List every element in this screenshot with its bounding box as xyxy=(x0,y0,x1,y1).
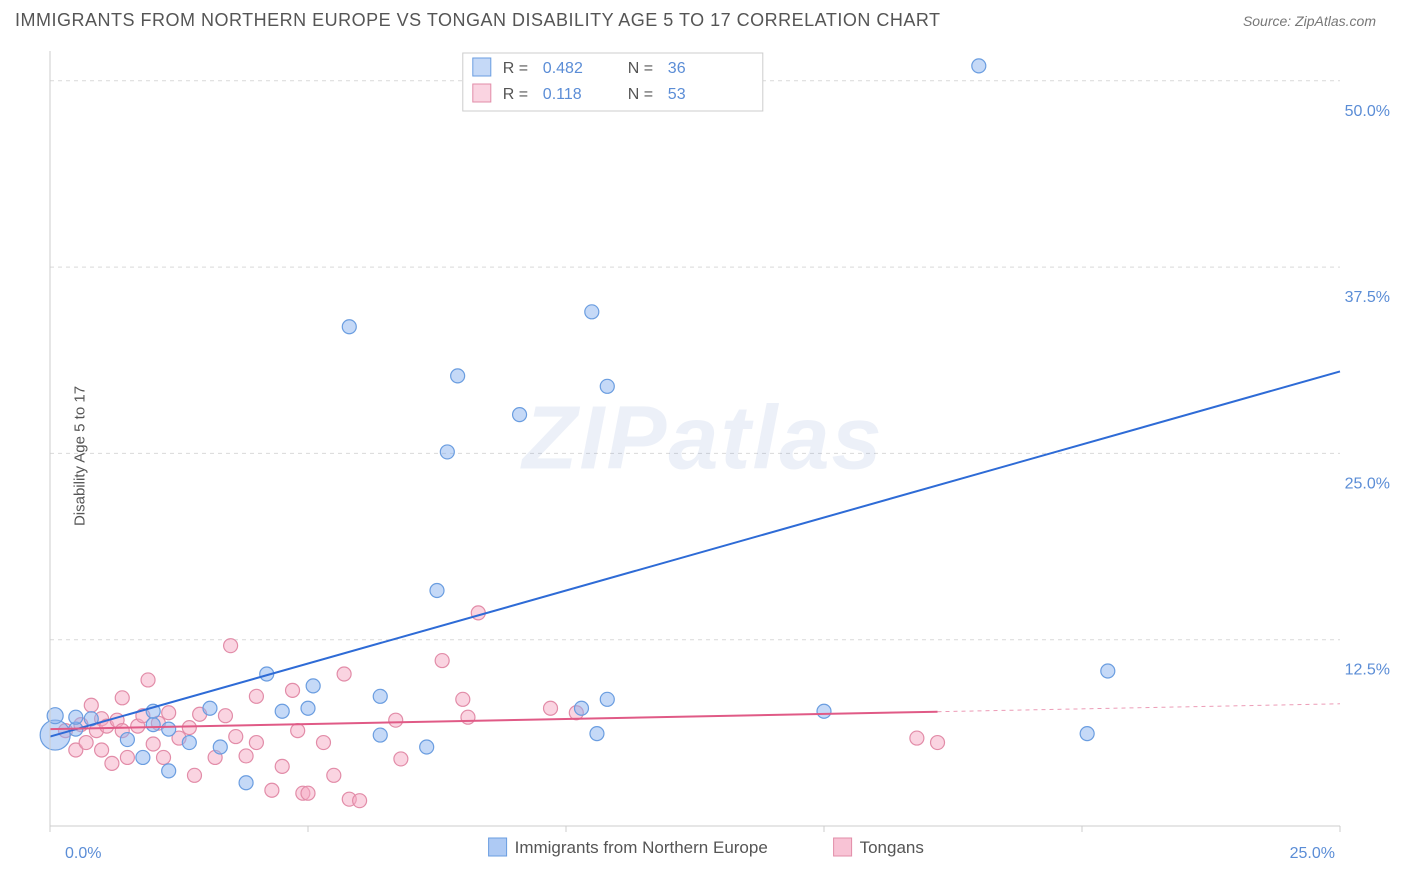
data-point xyxy=(306,679,320,693)
data-point xyxy=(249,689,263,703)
data-point xyxy=(544,701,558,715)
data-point xyxy=(162,764,176,778)
scatter-chart: 12.5% 25.0% 37.5% 50.0% 0.0% 25.0% R = 0.482 N =… xyxy=(0,36,1406,876)
svg-text:25.0%: 25.0% xyxy=(1345,475,1390,492)
data-point xyxy=(353,794,367,808)
data-point xyxy=(218,709,232,723)
data-point xyxy=(420,740,434,754)
data-point xyxy=(203,701,217,715)
data-point xyxy=(187,768,201,782)
legend-label: Tongans xyxy=(860,838,924,857)
chart-container: ZIPatlas Disability Age 5 to 17 12.5%25.… xyxy=(0,36,1406,876)
data-point xyxy=(136,750,150,764)
trend-line xyxy=(50,371,1340,736)
data-point xyxy=(229,730,243,744)
stat-r: 0.482 xyxy=(543,60,583,77)
data-point xyxy=(327,768,341,782)
data-point xyxy=(373,728,387,742)
data-point xyxy=(585,305,599,319)
data-point xyxy=(342,320,356,334)
data-point xyxy=(224,639,238,653)
data-point xyxy=(440,445,454,459)
data-point xyxy=(972,59,986,73)
data-point xyxy=(120,750,134,764)
y-axis-label: Disability Age 5 to 17 xyxy=(72,386,89,526)
data-point xyxy=(162,706,176,720)
data-point xyxy=(394,752,408,766)
data-point xyxy=(456,692,470,706)
data-point xyxy=(182,721,196,735)
data-point xyxy=(600,379,614,393)
legend-swatch xyxy=(489,838,507,856)
data-point xyxy=(600,692,614,706)
data-point xyxy=(910,731,924,745)
data-point xyxy=(451,369,465,383)
svg-text:N =: N = xyxy=(628,60,653,77)
data-point xyxy=(291,724,305,738)
data-point xyxy=(157,750,171,764)
data-point xyxy=(84,698,98,712)
data-point xyxy=(182,736,196,750)
data-point xyxy=(435,654,449,668)
data-point xyxy=(301,786,315,800)
svg-text:0.0%: 0.0% xyxy=(65,845,101,862)
data-point xyxy=(239,749,253,763)
svg-text:R =: R = xyxy=(503,86,528,103)
data-point xyxy=(146,718,160,732)
legend-swatch xyxy=(473,58,491,76)
data-point xyxy=(239,776,253,790)
data-point xyxy=(69,710,83,724)
legend-swatch xyxy=(834,838,852,856)
data-point xyxy=(373,689,387,703)
svg-text:50.0%: 50.0% xyxy=(1345,103,1390,120)
svg-text:25.0%: 25.0% xyxy=(1290,845,1335,862)
data-point xyxy=(79,736,93,750)
data-point xyxy=(213,740,227,754)
svg-text:N =: N = xyxy=(628,86,653,103)
data-point xyxy=(590,727,604,741)
data-point xyxy=(1101,664,1115,678)
stat-r: 0.118 xyxy=(543,86,582,103)
trend-line-extrapolated xyxy=(938,704,1340,712)
data-point xyxy=(513,408,527,422)
data-point xyxy=(461,710,475,724)
source-label: Source: ZipAtlas.com xyxy=(1243,13,1376,29)
legend-label: Immigrants from Northern Europe xyxy=(515,838,768,857)
data-point xyxy=(301,701,315,715)
data-point xyxy=(95,743,109,757)
data-point xyxy=(316,736,330,750)
svg-text:12.5%: 12.5% xyxy=(1345,662,1390,679)
data-point xyxy=(337,667,351,681)
data-point xyxy=(115,691,129,705)
data-point xyxy=(146,737,160,751)
data-point xyxy=(574,701,588,715)
data-point xyxy=(275,759,289,773)
data-point xyxy=(120,733,134,747)
legend-swatch xyxy=(473,84,491,102)
stat-n: 36 xyxy=(668,60,686,77)
chart-title: IMMIGRANTS FROM NORTHERN EUROPE VS TONGA… xyxy=(15,10,941,31)
data-point xyxy=(249,736,263,750)
data-point xyxy=(389,713,403,727)
header: IMMIGRANTS FROM NORTHERN EUROPE VS TONGA… xyxy=(0,0,1406,36)
data-point xyxy=(1080,727,1094,741)
data-point xyxy=(275,704,289,718)
stat-n: 53 xyxy=(668,86,686,103)
data-point xyxy=(265,783,279,797)
svg-text:R =: R = xyxy=(503,60,528,77)
data-point xyxy=(141,673,155,687)
data-point xyxy=(931,736,945,750)
data-point xyxy=(817,704,831,718)
data-point xyxy=(286,683,300,697)
data-point xyxy=(162,722,176,736)
data-point xyxy=(105,756,119,770)
trend-line xyxy=(50,712,938,729)
svg-text:37.5%: 37.5% xyxy=(1345,289,1390,306)
data-point xyxy=(430,584,444,598)
